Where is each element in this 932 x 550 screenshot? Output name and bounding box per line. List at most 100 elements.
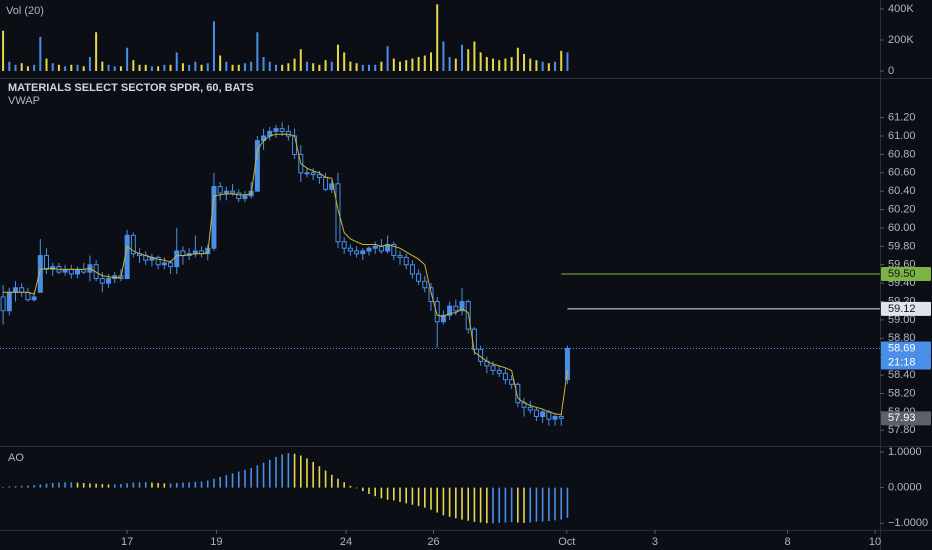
ao-bar: [213, 478, 215, 488]
ao-bar: [2, 486, 4, 488]
ao-bar: [529, 487, 532, 523]
volume-bar: [169, 64, 172, 71]
ao-bar: [281, 454, 283, 488]
ao-bar: [237, 471, 240, 488]
volume-bar: [461, 44, 464, 71]
volume-bar: [206, 63, 209, 71]
ao-bar: [219, 476, 221, 488]
volume-bar: [262, 57, 265, 71]
ao-bar: [436, 487, 439, 513]
ao-bar: [349, 485, 352, 488]
ao-bar: [455, 487, 457, 519]
candle-body: [509, 379, 515, 385]
candle-body: [540, 411, 546, 417]
ao-bar: [330, 474, 333, 488]
y-tick-label: 57.80: [888, 424, 916, 436]
volume-bar: [113, 66, 116, 71]
candle-body: [515, 383, 521, 404]
ao-bar: [33, 485, 35, 488]
ao-bar: [517, 487, 519, 523]
volume-bar: [281, 64, 284, 71]
candle-body: [168, 262, 174, 268]
candle-body: [174, 250, 180, 268]
y-tick-label: 61.00: [888, 130, 916, 142]
volume-bar: [392, 58, 395, 71]
ao-bar: [45, 483, 48, 488]
ao-bar: [138, 482, 141, 488]
volume-bar: [485, 57, 488, 71]
volume-bar: [181, 63, 184, 71]
ao-bar: [424, 487, 426, 508]
volume-bar: [510, 57, 513, 71]
candle-body: [292, 135, 298, 155]
volume-bar: [330, 61, 333, 71]
volume-bar: [39, 36, 42, 71]
volume-bar: [250, 61, 253, 71]
y-tick-label: 59.00: [888, 314, 916, 326]
ao-bar: [200, 481, 203, 488]
candle-body: [323, 176, 329, 190]
candle-body: [447, 305, 453, 316]
candle-body: [533, 409, 539, 417]
ao-bar: [126, 483, 128, 488]
price-label: 59.50: [888, 268, 916, 280]
ao-bar: [70, 482, 73, 488]
volume-bar: [126, 47, 129, 71]
volume-bar: [107, 64, 110, 71]
countdown-bg: [881, 355, 931, 370]
volume-bar: [430, 52, 433, 71]
volume-bar: [293, 58, 296, 71]
candle-body: [385, 244, 391, 252]
ao-bar: [355, 487, 358, 489]
y-tick-label: 60.40: [888, 185, 916, 197]
volume-bar: [492, 58, 495, 71]
ao-bar: [287, 453, 290, 488]
volume-bar: [57, 64, 60, 71]
volume-bar: [554, 61, 557, 71]
y-tick-label: 200K: [888, 34, 914, 46]
ao-bar: [244, 469, 246, 488]
candle-body: [75, 268, 81, 275]
indicator-title: VWAP: [8, 95, 40, 107]
y-tick-label: −1.0000: [888, 517, 928, 529]
y-tick-label: 59.80: [888, 240, 916, 252]
volume-bar: [541, 61, 544, 71]
candle-body: [217, 186, 223, 194]
ao-bar: [268, 459, 271, 488]
volume-bar: [82, 66, 85, 71]
ao-bar: [535, 487, 538, 522]
candle-body: [130, 234, 136, 255]
ao-bar: [498, 487, 501, 523]
ao-bar: [343, 482, 345, 488]
ao-bar: [361, 487, 364, 492]
volume-bar: [64, 66, 67, 71]
ao-bar: [461, 487, 463, 520]
ao-bar: [523, 487, 525, 523]
ao-bar: [473, 487, 476, 522]
x-tick-label: 10: [869, 536, 881, 548]
ao-bar: [120, 484, 122, 488]
candle-body: [161, 262, 167, 266]
volume-bar: [175, 52, 178, 71]
ao-bar: [386, 487, 389, 500]
candle-body: [19, 287, 25, 293]
volume-bar: [70, 64, 73, 71]
ao-bar: [430, 487, 432, 510]
y-tick-label: 0.0000: [888, 482, 922, 494]
ao-bar: [337, 478, 339, 488]
price-label: 59.12: [888, 303, 916, 315]
volume-bar: [200, 64, 203, 71]
volume-bar: [523, 53, 526, 71]
candle-body: [372, 245, 378, 249]
ao-bar: [541, 487, 544, 522]
volume-bar: [374, 64, 377, 71]
volume-bar: [436, 4, 439, 71]
candle-body: [44, 255, 50, 270]
volume-bar: [237, 64, 240, 71]
volume-bar: [144, 64, 147, 71]
volume-title: Vol (20): [6, 5, 44, 17]
candle-body: [360, 250, 366, 255]
volume-bar: [566, 52, 569, 71]
price-label: 57.93: [888, 412, 916, 424]
